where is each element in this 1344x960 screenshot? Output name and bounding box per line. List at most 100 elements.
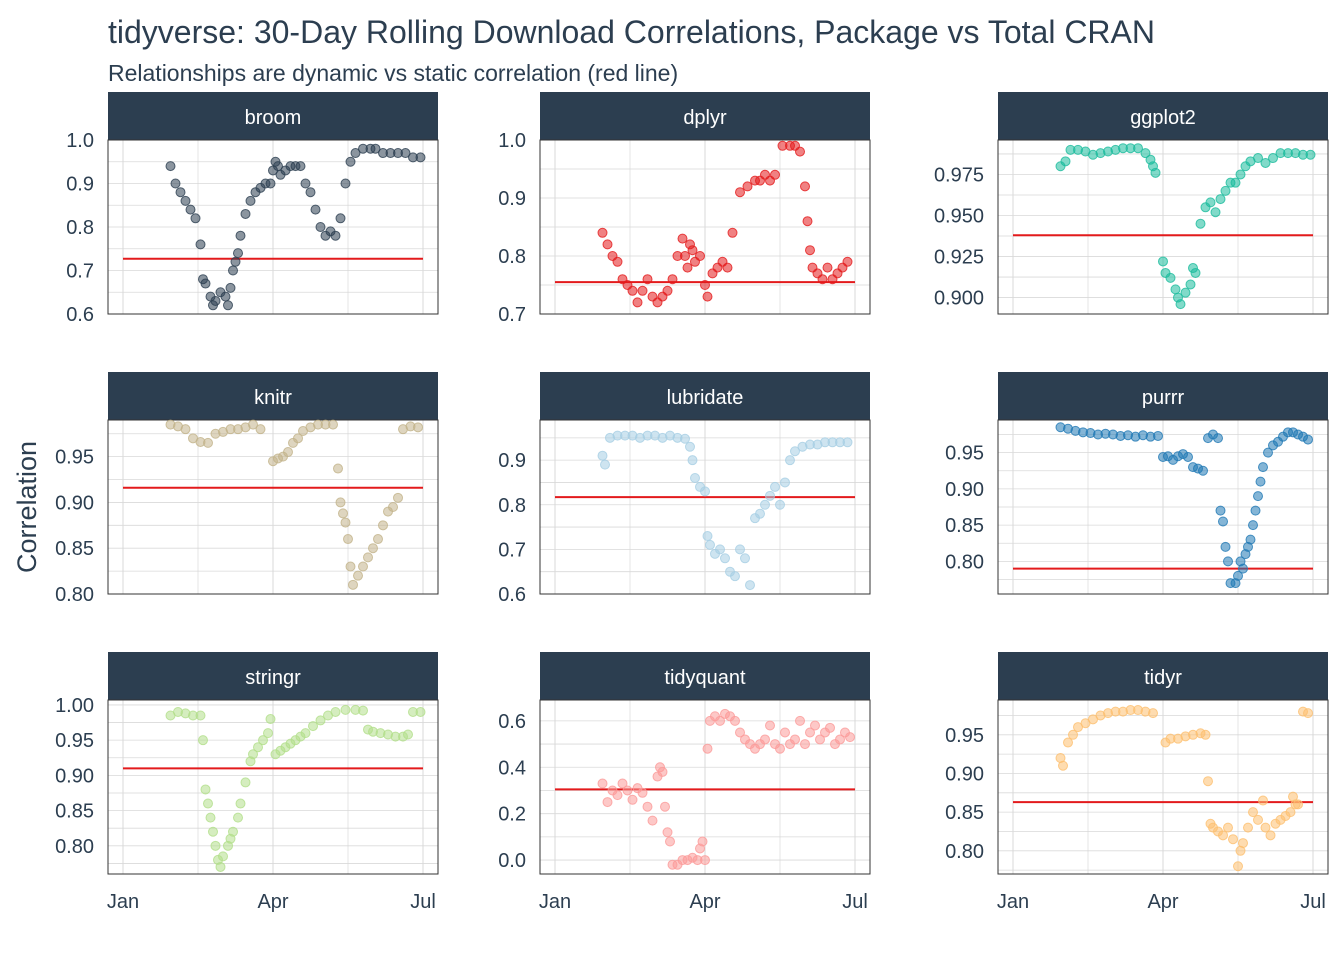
data-point bbox=[825, 722, 835, 733]
data-point bbox=[680, 433, 690, 444]
data-point bbox=[1180, 287, 1191, 298]
data-point bbox=[822, 262, 833, 273]
data-point bbox=[240, 208, 251, 219]
data-point bbox=[795, 715, 805, 726]
data-point bbox=[1253, 153, 1263, 164]
data-point bbox=[735, 544, 745, 555]
data-point bbox=[310, 204, 321, 215]
data-point bbox=[330, 706, 341, 717]
data-point bbox=[697, 836, 708, 847]
y-tick-label: 0.90 bbox=[55, 492, 94, 514]
data-point bbox=[248, 419, 258, 430]
y-tick-label: 0.80 bbox=[55, 836, 94, 858]
data-point bbox=[642, 801, 653, 812]
data-point bbox=[208, 826, 218, 837]
facet-label: lubridate bbox=[667, 387, 744, 409]
data-point bbox=[835, 734, 845, 745]
facet-strip bbox=[998, 652, 1328, 700]
data-point bbox=[720, 553, 730, 564]
data-point bbox=[265, 714, 276, 725]
data-point bbox=[1153, 430, 1163, 441]
facet-label: stringr bbox=[245, 667, 301, 689]
panel-border bbox=[107, 699, 439, 875]
panel-knitr: knitr 0.80 0.85 0.90 0.95 bbox=[55, 372, 439, 606]
panel-lubridate: lubridate 0.6 0.7 0.8 0.9 bbox=[498, 372, 871, 606]
data-point bbox=[1238, 838, 1248, 849]
data-point bbox=[770, 481, 780, 492]
data-point bbox=[265, 178, 276, 189]
data-point bbox=[800, 181, 810, 192]
y-tick-label: 1.0 bbox=[498, 130, 526, 152]
y-tick-label: 0.7 bbox=[498, 539, 526, 561]
data-point bbox=[1258, 462, 1268, 473]
data-point bbox=[702, 291, 713, 302]
y-tick-label: 0.90 bbox=[945, 763, 984, 785]
data-point bbox=[1235, 169, 1246, 180]
data-point bbox=[1198, 465, 1208, 476]
data-point bbox=[203, 798, 213, 809]
data-point bbox=[642, 274, 653, 285]
data-point bbox=[233, 812, 243, 823]
facet-strip bbox=[108, 92, 438, 140]
data-point bbox=[1203, 776, 1213, 787]
data-point bbox=[1258, 795, 1268, 806]
data-point bbox=[842, 437, 853, 448]
data-point bbox=[210, 295, 221, 306]
data-point bbox=[315, 222, 326, 232]
data-point bbox=[1303, 434, 1313, 445]
data-point bbox=[340, 704, 351, 715]
data-point bbox=[1260, 822, 1271, 833]
data-point bbox=[253, 742, 263, 753]
y-tick-label: 1.00 bbox=[55, 695, 94, 717]
data-point bbox=[1158, 256, 1168, 267]
data-point bbox=[597, 778, 608, 789]
data-point bbox=[627, 794, 638, 805]
data-point bbox=[415, 706, 426, 717]
data-point bbox=[220, 291, 231, 302]
data-point bbox=[1218, 830, 1228, 841]
y-tick-label: 0.90 bbox=[55, 765, 94, 787]
data-point bbox=[722, 262, 733, 273]
data-point bbox=[1195, 218, 1206, 229]
data-point bbox=[305, 187, 316, 198]
y-tick-label: 0.8 bbox=[498, 495, 526, 517]
data-point bbox=[735, 727, 745, 738]
y-tick-label: 0.6 bbox=[498, 584, 526, 606]
data-point bbox=[195, 239, 206, 250]
data-point bbox=[300, 728, 311, 739]
y-tick-label: 0.0 bbox=[498, 850, 526, 872]
data-point bbox=[335, 497, 346, 508]
facet-label: purrr bbox=[1142, 387, 1185, 409]
y-tick-label: 0.975 bbox=[934, 164, 984, 186]
y-tick-label: 0.950 bbox=[934, 206, 984, 228]
data-point bbox=[218, 851, 228, 862]
data-point bbox=[1215, 194, 1226, 205]
panel-border bbox=[539, 699, 871, 875]
data-point bbox=[223, 300, 233, 311]
data-point bbox=[210, 840, 221, 851]
y-tick-label: 0.900 bbox=[934, 288, 984, 310]
data-point bbox=[255, 424, 266, 435]
data-point bbox=[1215, 505, 1226, 516]
facet-label: dplyr bbox=[683, 107, 727, 129]
panel-border bbox=[539, 139, 871, 315]
data-point bbox=[622, 785, 633, 796]
data-point bbox=[240, 777, 251, 788]
facet-strip bbox=[108, 372, 438, 420]
data-point bbox=[263, 728, 273, 739]
data-point bbox=[1165, 272, 1176, 283]
data-point bbox=[1230, 177, 1241, 188]
data-point bbox=[800, 739, 810, 750]
data-point bbox=[597, 450, 608, 461]
data-point bbox=[415, 152, 426, 163]
y-tick-label: 0.8 bbox=[66, 217, 94, 239]
y-tick-label: 0.80 bbox=[945, 551, 984, 573]
data-point bbox=[205, 812, 216, 823]
data-point bbox=[1263, 447, 1273, 458]
y-tick-label: 0.90 bbox=[945, 479, 984, 501]
data-point bbox=[775, 743, 785, 754]
y-tick-label: 0.9 bbox=[498, 188, 526, 210]
data-point bbox=[358, 705, 368, 716]
y-tick-label: 0.2 bbox=[498, 804, 526, 826]
